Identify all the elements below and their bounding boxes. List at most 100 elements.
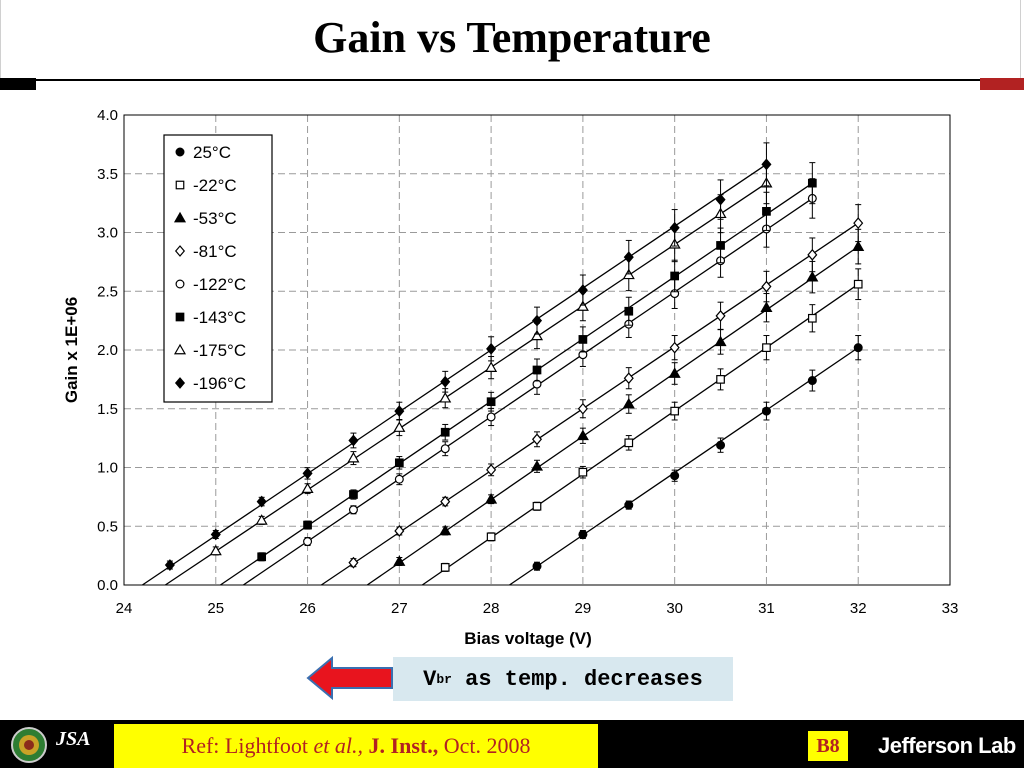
x-tick-label: 32 — [850, 600, 867, 617]
data-point — [485, 361, 498, 372]
note-v: V — [423, 666, 437, 692]
data-point — [715, 309, 726, 322]
gain-vs-bias-chart: 0.0 0.5 1.0 1.5 2.0 2.5 3.0 3.5 4.0 24 25 26 27 28 29… — [62, 107, 959, 648]
data-point — [576, 429, 589, 441]
data-point — [715, 193, 726, 206]
data-point — [486, 397, 496, 407]
data-point — [532, 501, 542, 511]
data-point — [578, 467, 588, 477]
data-point — [531, 433, 543, 446]
data-point — [670, 471, 680, 481]
x-tick-label: 28 — [483, 600, 500, 617]
data-point — [669, 221, 680, 234]
data-point — [301, 482, 314, 493]
data-point — [670, 406, 680, 416]
data-point — [624, 500, 634, 510]
fit-line-2 — [366, 246, 859, 586]
data-point — [577, 284, 588, 297]
data-point — [393, 555, 406, 566]
data-point — [716, 241, 725, 250]
x-tick-label: 27 — [391, 600, 408, 617]
data-point — [762, 206, 771, 216]
plot-frame — [123, 114, 951, 586]
data-point — [164, 559, 175, 571]
data-point — [394, 474, 404, 484]
fit-line-0 — [509, 347, 859, 586]
legend-label: -22°C — [193, 176, 237, 195]
data-point — [393, 421, 406, 432]
legend-marker — [174, 377, 186, 389]
y-tick-label: 2.5 — [97, 283, 118, 300]
data-point — [302, 467, 313, 480]
data-point — [853, 343, 863, 353]
title-rule — [36, 79, 980, 81]
data-point — [761, 280, 772, 293]
x-tick-labels: 24 25 26 27 28 29 30 31 32 33 — [116, 600, 959, 617]
ref-etal: et al., — [313, 733, 364, 758]
data-point — [853, 279, 863, 289]
title-border-left — [0, 0, 1, 78]
y-tick-label: 3.5 — [97, 166, 118, 183]
data-point — [209, 544, 222, 556]
data-point — [349, 490, 358, 499]
title-rule-right-block — [980, 78, 1024, 90]
data-point — [807, 376, 817, 386]
y-tick-label: 3.0 — [97, 225, 118, 242]
data-point — [623, 372, 634, 385]
ref-date: Oct. 2008 — [438, 733, 531, 758]
legend-marker — [175, 147, 185, 157]
fit-line-7 — [141, 163, 767, 586]
data-point — [439, 391, 452, 403]
data-point — [578, 529, 588, 539]
data-point — [440, 563, 450, 572]
data-point — [440, 444, 450, 454]
data-point — [761, 406, 771, 416]
slide-id-badge: B8 — [808, 731, 848, 761]
data-point — [394, 405, 405, 418]
data-point — [257, 552, 267, 562]
legend-marker — [175, 180, 185, 190]
x-tick-label: 31 — [758, 600, 775, 617]
data-point — [622, 397, 635, 409]
data-point — [853, 217, 864, 230]
x-axis-label: Bias voltage (V) — [464, 629, 592, 648]
data-point — [576, 300, 589, 311]
data-point — [530, 329, 544, 341]
data-point — [440, 495, 451, 508]
data-point — [624, 438, 634, 448]
data-point — [532, 561, 542, 571]
data-point — [716, 440, 726, 450]
data-point — [303, 520, 312, 530]
data-point — [486, 463, 497, 476]
data-point — [669, 341, 680, 354]
slide-title: Gain vs Temperature — [313, 13, 711, 62]
y-tick-label: 0.0 — [97, 577, 118, 594]
data-point — [624, 306, 634, 316]
data-point — [303, 537, 313, 547]
y-tick-label: 2.0 — [97, 342, 118, 359]
x-tick-label: 26 — [299, 600, 316, 617]
data-point — [577, 402, 588, 415]
data-point — [807, 313, 817, 323]
data-point — [716, 375, 725, 384]
y-axis-label: Gain x 1E+06 — [62, 297, 81, 403]
data-point — [807, 248, 818, 261]
data-marks — [164, 142, 865, 572]
data-point — [486, 342, 497, 355]
fit-line-6 — [164, 182, 767, 586]
legend-label: -122°C — [193, 275, 246, 294]
data-point — [762, 343, 771, 352]
data-point — [486, 412, 496, 422]
data-point — [806, 270, 819, 282]
note-text: as temp. decreases — [451, 666, 703, 692]
data-point — [486, 532, 496, 542]
data-point — [623, 251, 634, 264]
fit-line-5 — [220, 182, 813, 586]
data-point — [439, 524, 452, 536]
legend-label: -53°C — [193, 209, 237, 228]
data-point — [531, 314, 543, 327]
data-point — [670, 271, 680, 281]
x-tick-label: 24 — [116, 600, 133, 617]
legend-box — [163, 134, 273, 403]
